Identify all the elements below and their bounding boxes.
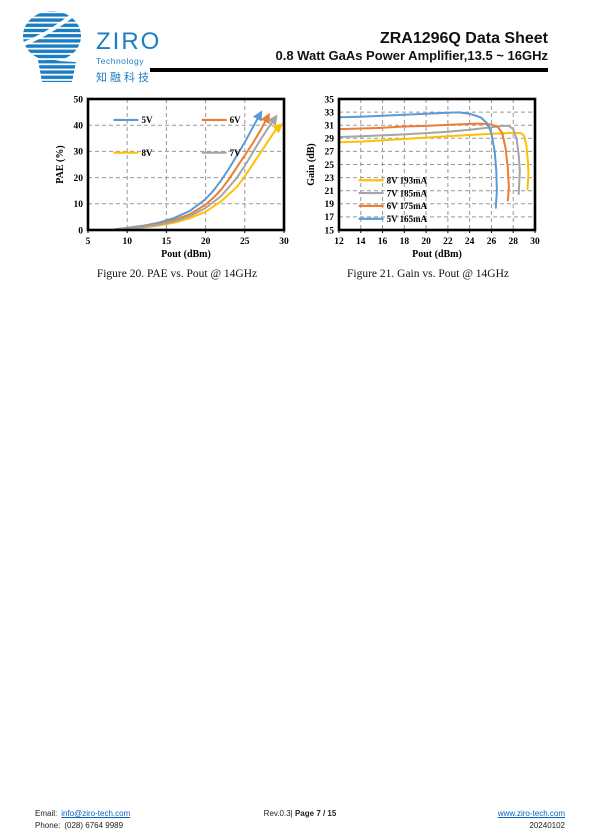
- svg-text:5V 165mA: 5V 165mA: [387, 214, 428, 224]
- svg-text:24: 24: [465, 237, 475, 247]
- logo-text: ZIRO Technology 知融科技: [96, 30, 161, 85]
- svg-text:20: 20: [74, 174, 84, 184]
- svg-text:30: 30: [74, 148, 84, 158]
- revision-label: Rev.0.3|: [263, 809, 293, 818]
- svg-text:7V 185mA: 7V 185mA: [387, 188, 428, 198]
- svg-text:30: 30: [530, 237, 540, 247]
- document-title: ZRA1296Q Data Sheet: [379, 30, 548, 47]
- page-number: Page 7 / 15: [294, 809, 337, 818]
- svg-text:28: 28: [508, 237, 518, 247]
- svg-text:29: 29: [325, 135, 335, 145]
- svg-text:31: 31: [325, 122, 335, 132]
- footer-contact: Email: info@ziro-tech.com Phone: (028) 676…: [35, 808, 130, 833]
- svg-text:25: 25: [325, 161, 335, 171]
- svg-text:5: 5: [86, 237, 91, 247]
- svg-text:23: 23: [325, 174, 335, 184]
- website-link[interactable]: www.ziro-tech.com: [497, 809, 565, 818]
- svg-text:20: 20: [421, 237, 431, 247]
- svg-text:40: 40: [74, 122, 84, 132]
- svg-text:18: 18: [400, 237, 410, 247]
- svg-text:35: 35: [325, 95, 335, 105]
- svg-text:26: 26: [487, 237, 497, 247]
- svg-text:8V 193mA: 8V 193mA: [387, 175, 428, 185]
- svg-text:0: 0: [78, 226, 83, 236]
- phone-number: (028) 6764 9989: [64, 821, 124, 831]
- svg-text:22: 22: [443, 237, 453, 247]
- footer-website-date: www.ziro-tech.com 20240102: [498, 808, 565, 833]
- logo-chinese-name: 知融科技: [96, 72, 152, 84]
- svg-text:33: 33: [325, 108, 335, 118]
- svg-text:21: 21: [325, 187, 335, 197]
- document-subtitle: 0.8 Watt GaAs Power Amplifier,13.5 ~ 16G…: [275, 48, 549, 64]
- svg-text:25: 25: [240, 237, 250, 247]
- svg-text:15: 15: [162, 237, 172, 247]
- phone-label: Phone:: [35, 821, 61, 831]
- svg-text:19: 19: [325, 200, 335, 210]
- footer-date: 20240102: [529, 821, 565, 831]
- pae-chart-figure: 5 10 15 20 25 30 0 10 20 30 40 50 Pout (dBm) PAE (%) 5…: [52, 92, 302, 280]
- gain-chart-figure: 12 14 16 18 20 22 24 26 28 30 15 17 19 21 23 25 27 29 31 33…: [303, 92, 553, 280]
- email-label: Email:: [35, 809, 58, 818]
- logo-brand: ZIRO: [96, 28, 162, 55]
- figure-20-caption: Figure 20. PAE vs. Pout @ 14GHz: [96, 268, 258, 280]
- svg-text:50: 50: [74, 95, 84, 105]
- svg-text:6V: 6V: [230, 115, 242, 125]
- svg-text:10: 10: [122, 237, 132, 247]
- svg-text:8V: 8V: [141, 148, 153, 158]
- svg-text:16: 16: [378, 237, 388, 247]
- svg-text:12: 12: [334, 237, 344, 247]
- svg-text:Pout (dBm): Pout (dBm): [412, 249, 462, 260]
- svg-text:5V: 5V: [141, 115, 153, 125]
- svg-text:20: 20: [201, 237, 211, 247]
- email-link[interactable]: info@ziro-tech.com: [61, 809, 131, 818]
- header-divider: [150, 68, 548, 72]
- svg-text:15: 15: [325, 226, 335, 236]
- svg-text:6V 175mA: 6V 175mA: [387, 201, 428, 211]
- company-logo: ZIRO Technology 知融科技: [12, 8, 159, 86]
- svg-text:14: 14: [356, 237, 366, 247]
- svg-text:30: 30: [279, 237, 289, 247]
- figure-21-caption: Figure 21. Gain vs. Pout @ 14GHz: [347, 268, 509, 280]
- svg-text:Gain (dB): Gain (dB): [306, 143, 317, 186]
- svg-text:27: 27: [325, 148, 335, 158]
- pae-vs-pout-chart: 5 10 15 20 25 30 0 10 20 30 40 50 Pout (dBm) PAE (%) 5…: [55, 95, 289, 260]
- svg-text:17: 17: [325, 213, 335, 223]
- svg-text:7V: 7V: [230, 148, 242, 158]
- svg-text:Pout (dBm): Pout (dBm): [161, 249, 211, 260]
- svg-text:10: 10: [74, 200, 84, 210]
- ziro-logo-mark-icon: [23, 11, 81, 82]
- header-titles: ZRA1296Q Data Sheet 0.8 Watt GaAs Power …: [276, 30, 549, 65]
- logo-subtitle: Technology: [96, 56, 145, 66]
- svg-text:PAE (%): PAE (%): [55, 145, 66, 183]
- footer-revision-page: Rev.0.3| Page 7 / 15: [0, 809, 600, 818]
- gain-vs-pout-chart: 12 14 16 18 20 22 24 26 28 30 15 17 19 21 23 25 27 29 31 33…: [306, 95, 540, 260]
